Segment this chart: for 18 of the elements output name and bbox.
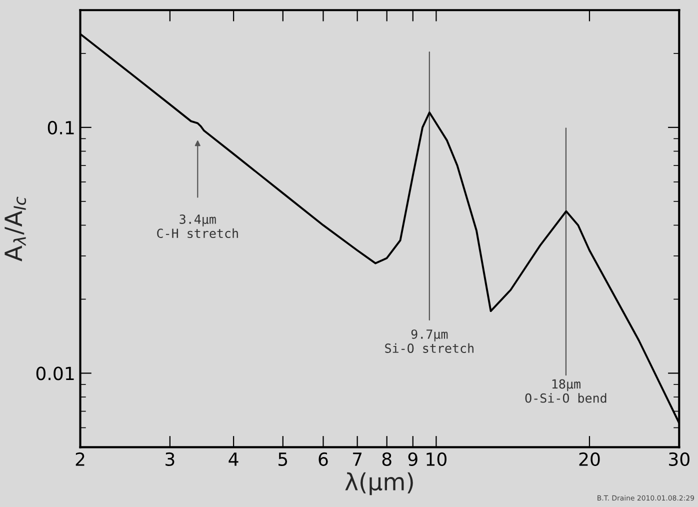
x-tick-label: 2 bbox=[76, 452, 84, 466]
x-tick-label: 5 bbox=[278, 452, 288, 466]
x-tick-label: 9 bbox=[408, 452, 418, 466]
x-axis-title: λ(μm) bbox=[345, 472, 413, 496]
x-tick-label: 20 bbox=[579, 452, 600, 466]
annotation: 18μm O-Si-O bend bbox=[525, 379, 606, 403]
y-tick-label: 0.01 bbox=[36, 366, 74, 380]
x-tick-label: 10 bbox=[426, 452, 446, 466]
x-tick-label: 4 bbox=[228, 452, 238, 466]
x-tick-label: 6 bbox=[318, 452, 328, 466]
x-tick-label: 8 bbox=[382, 452, 392, 466]
x-tick-label: 30 bbox=[669, 452, 690, 466]
y-axis-title: A$_{λ}$/A$_{Ic}$ bbox=[4, 196, 26, 262]
y-tick-label: 0.1 bbox=[48, 120, 74, 135]
annotation: 9.7μm Si-O stretch bbox=[385, 329, 474, 353]
annotation: 3.4μm C-H stretch bbox=[157, 214, 238, 238]
x-tick-label: 7 bbox=[353, 452, 362, 466]
x-tick-label: 3 bbox=[166, 452, 174, 466]
